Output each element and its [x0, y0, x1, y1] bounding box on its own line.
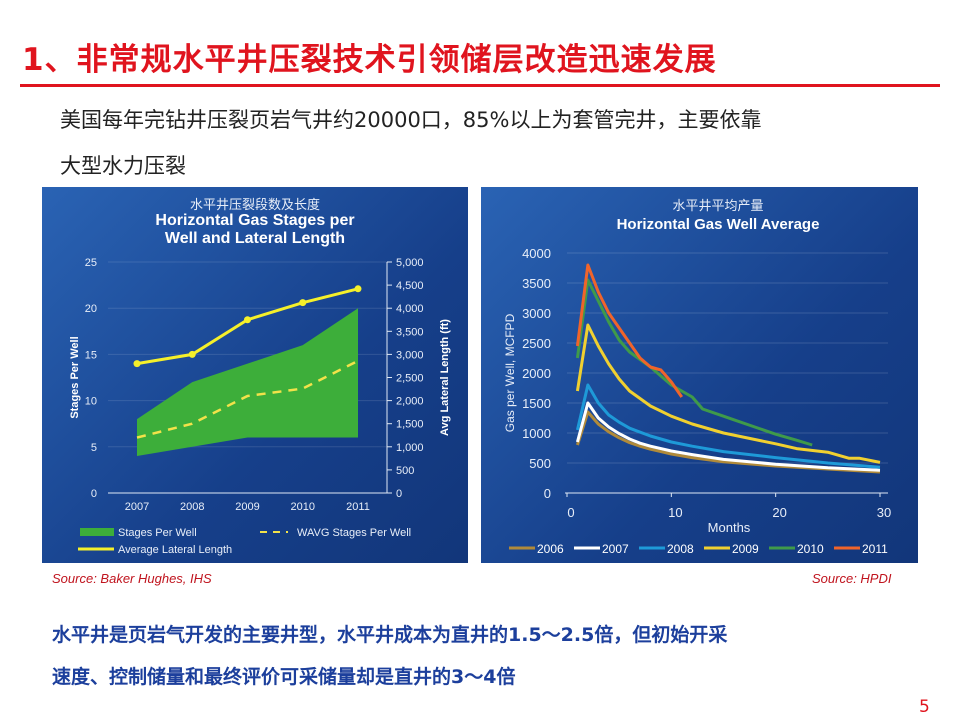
y-tick-label: 0 — [544, 486, 551, 501]
intro-line-1: 美国每年完钻井压裂页岩气井约20000口，85%以上为套管完井，主要依靠 — [60, 108, 762, 132]
chart-title-cn: 水平井压裂段数及长度 — [190, 197, 320, 213]
legend-label: 2008 — [667, 542, 694, 556]
lateral-length-point — [188, 350, 196, 358]
legend-label: WAVG Stages Per Well — [297, 527, 411, 539]
x-tick-label: 20 — [772, 505, 786, 520]
lateral-length-point — [244, 316, 251, 324]
y-axis-label: Gas per Well, MCFPD — [503, 313, 517, 432]
conclusion-line-1: 水平井是页岩气开发的主要井型，水平井成本为直井的1.5～2.5倍，但初始开采 — [52, 624, 728, 646]
y2-tick-label: 2,000 — [396, 396, 424, 408]
legend-label: 2006 — [537, 542, 564, 556]
series-line-2010 — [575, 278, 813, 447]
legend-label: 2007 — [602, 542, 629, 556]
legend-swatch-stages — [80, 528, 114, 536]
source-right: Source: HPDI — [812, 571, 892, 586]
conclusion-line-2: 速度、控制储量和最终评价可采储量却是直井的3～4倍 — [52, 666, 516, 688]
y-tick-label: 25 — [85, 257, 97, 269]
series-line-2011 — [575, 263, 683, 398]
y2-tick-label: 4,000 — [396, 303, 424, 315]
slide-title: 1、非常规水平井压裂技术引领储层改造迅速发展 — [22, 42, 717, 78]
y-tick-label: 1000 — [522, 426, 551, 441]
source-left: Source: Baker Hughes, IHS — [52, 571, 212, 586]
y2-tick-label: 0 — [396, 488, 402, 500]
production-chart: 水平井平均产量 Horizontal Gas Well Average 0 500 10… — [481, 187, 918, 563]
chart-title-1: Horizontal Gas Stages per — [155, 212, 354, 229]
x-tick-label: 0 — [567, 505, 574, 520]
legend-label: 2009 — [732, 542, 759, 556]
x-tick-label: 2010 — [291, 501, 315, 513]
stages-area — [137, 308, 358, 457]
x-tick-label: 30 — [877, 505, 891, 520]
page-number: 5 — [919, 697, 930, 717]
y2-tick-label: 1,000 — [396, 442, 424, 454]
legend-label: Average Lateral Length — [118, 544, 232, 556]
y-tick-label: 15 — [85, 349, 97, 361]
y-tick-label: 3000 — [522, 306, 551, 321]
y2-tick-label: 4,500 — [396, 280, 424, 292]
chart-title: Horizontal Gas Well Average — [617, 216, 820, 233]
legend-label: 2011 — [862, 542, 888, 556]
y-tick-label: 3500 — [522, 276, 551, 291]
lateral-length-point — [354, 285, 362, 293]
y2-tick-label: 3,000 — [396, 349, 424, 361]
x-axis-label: Months — [708, 520, 751, 535]
y-tick-label: 1500 — [522, 396, 551, 411]
y-tick-label: 10 — [85, 396, 97, 408]
y-tick-label: 2000 — [522, 366, 551, 381]
wavg-line — [136, 359, 359, 439]
y-tick-label: 0 — [91, 488, 97, 500]
y-tick-label: 500 — [529, 456, 551, 471]
series-line-2006 — [576, 410, 881, 474]
series-line-2009 — [575, 323, 881, 464]
series-line-2007 — [575, 401, 881, 472]
y2-tick-label: 3,500 — [396, 326, 424, 338]
y-axis-label: Stages Per Well — [69, 336, 81, 418]
y-tick-label: 2500 — [522, 336, 551, 351]
y-tick-label: 20 — [85, 303, 97, 315]
y2-tick-label: 500 — [396, 465, 414, 477]
x-tick-label: 2009 — [235, 501, 259, 513]
legend-label: 2010 — [797, 542, 824, 556]
y2-tick-label: 5,000 — [396, 257, 424, 269]
stages-chart: 水平井压裂段数及长度 Horizontal Gas Stages per Well … — [42, 187, 468, 563]
chart-title-2: Well and Lateral Length — [165, 230, 345, 247]
y2-tick-label: 1,500 — [396, 419, 424, 431]
y-tick-label: 5 — [91, 442, 97, 454]
y-tick-label: 4000 — [522, 246, 551, 261]
x-tick-label: 10 — [668, 505, 682, 520]
x-tick-label: 2011 — [346, 501, 370, 513]
lateral-length-point — [133, 360, 141, 368]
x-tick-label: 2008 — [180, 501, 204, 513]
chart-title-cn: 水平井平均产量 — [672, 199, 763, 214]
series-line-2008 — [575, 383, 881, 469]
lateral-length-point — [299, 299, 307, 307]
y2-tick-label: 2,500 — [396, 373, 424, 385]
legend-label: Stages Per Well — [118, 527, 197, 539]
x-tick-label: 2007 — [125, 501, 149, 513]
title-divider — [20, 84, 940, 87]
y2-axis-label: Avg Lateral Length (ft) — [439, 319, 451, 436]
intro-line-2: 大型水力压裂 — [60, 154, 186, 178]
